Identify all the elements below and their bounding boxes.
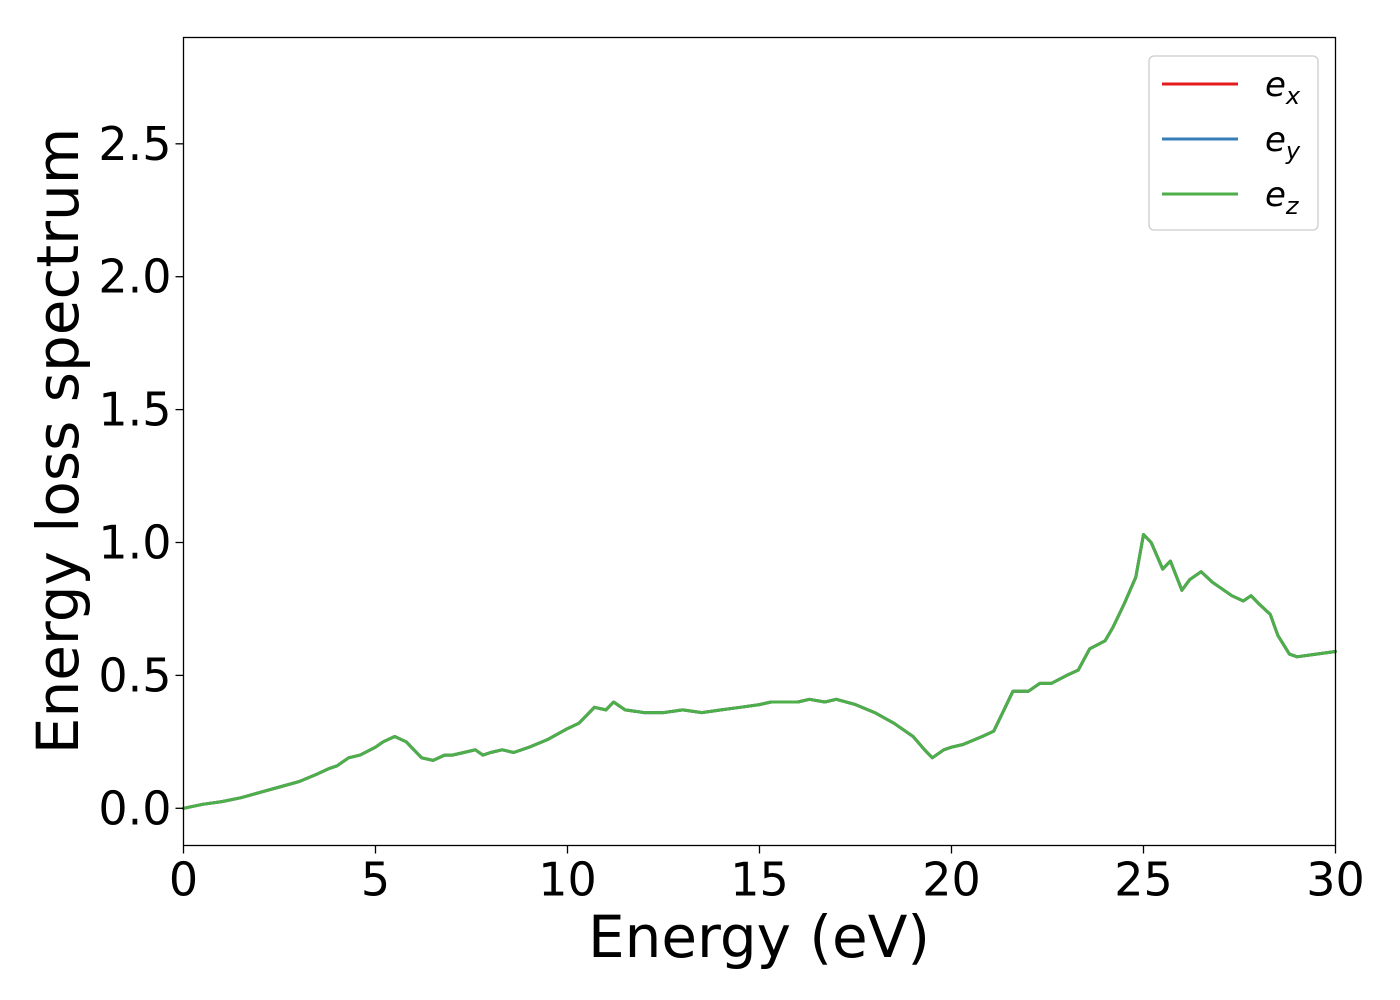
x-tick-label: 25 <box>1114 853 1173 907</box>
legend-label-ey: ey <box>1265 120 1301 165</box>
y-axis-label: Energy loss spectrum <box>24 128 92 754</box>
x-tick-label: 5 <box>361 853 390 907</box>
series-line-ex <box>182 533 1337 810</box>
x-tick-label: 0 <box>169 853 198 907</box>
y-tick-label: 1.0 <box>98 516 171 570</box>
series-line-ey <box>182 533 1337 810</box>
legend-label-ez: ez <box>1265 175 1300 220</box>
x-axis: 0 5 10 15 20 25 30 <box>169 845 1365 907</box>
y-axis: 0.0 0.5 1.0 1.5 2.0 2.5 <box>98 117 184 835</box>
x-tick-label: 20 <box>922 853 981 907</box>
legend-label-ex: ex <box>1265 65 1301 110</box>
y-tick-label: 1.5 <box>98 383 171 437</box>
y-tick-label: 2.5 <box>98 117 171 171</box>
x-axis-label: Energy (eV) <box>588 903 930 971</box>
y-tick-label: 0.5 <box>98 648 171 702</box>
series-line-ez <box>182 533 1337 810</box>
y-tick-label: 2.0 <box>98 250 171 304</box>
x-tick-label: 15 <box>730 853 789 907</box>
y-tick-label: 0.0 <box>98 781 171 835</box>
x-tick-label: 30 <box>1306 853 1365 907</box>
series-layer <box>182 533 1337 810</box>
legend-box <box>1148 55 1319 231</box>
x-tick-label: 10 <box>538 853 597 907</box>
legend: ex ey ez <box>1148 55 1319 231</box>
